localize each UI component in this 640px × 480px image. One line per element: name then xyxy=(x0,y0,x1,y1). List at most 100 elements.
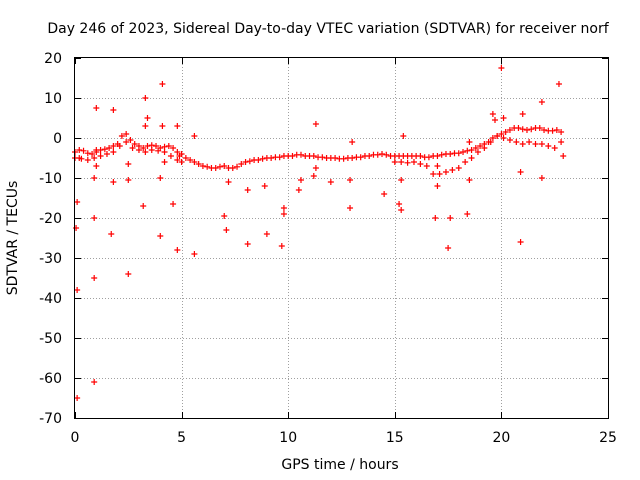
data-point xyxy=(468,155,475,161)
data-point xyxy=(349,155,356,161)
data-point xyxy=(234,163,241,170)
data-point xyxy=(506,127,513,133)
data-point xyxy=(84,150,91,157)
data-point xyxy=(523,127,530,133)
data-point xyxy=(515,125,522,131)
data-point xyxy=(125,271,132,277)
data-point xyxy=(500,135,507,141)
data-point xyxy=(297,151,304,158)
data-point xyxy=(148,147,155,153)
data-point xyxy=(327,179,334,185)
data-point xyxy=(560,153,567,159)
data-point xyxy=(487,139,494,145)
data-point xyxy=(97,153,104,159)
data-point xyxy=(310,153,317,159)
data-point xyxy=(538,175,545,181)
data-point xyxy=(558,139,565,145)
data-point xyxy=(91,275,98,281)
data-point xyxy=(442,169,449,175)
data-point xyxy=(481,145,488,151)
data-point xyxy=(528,126,535,133)
data-point xyxy=(246,158,253,165)
data-point xyxy=(244,187,251,193)
data-point xyxy=(110,143,117,149)
data-point xyxy=(400,133,407,139)
data-point xyxy=(506,137,513,143)
data-point xyxy=(379,151,386,157)
data-point xyxy=(225,179,232,185)
data-point xyxy=(396,201,403,207)
x-axis-label: GPS time / hours xyxy=(281,457,398,473)
data-point xyxy=(502,129,509,135)
data-point xyxy=(74,287,81,293)
data-point xyxy=(347,205,354,211)
series-main-band xyxy=(72,125,565,171)
x-tick-label: 20 xyxy=(492,430,510,446)
data-points xyxy=(72,65,567,401)
data-point xyxy=(91,155,98,161)
data-point xyxy=(434,153,441,159)
data-point xyxy=(468,147,475,153)
y-tick-label: -60 xyxy=(39,371,62,387)
data-point xyxy=(204,163,211,170)
data-point xyxy=(357,154,364,161)
data-point xyxy=(101,146,108,153)
data-point xyxy=(436,171,443,177)
data-point xyxy=(174,247,181,253)
data-point xyxy=(93,163,100,169)
data-point xyxy=(157,233,164,239)
data-point xyxy=(438,151,445,158)
data-point xyxy=(494,133,501,139)
data-point xyxy=(519,141,526,147)
data-point xyxy=(170,201,177,207)
data-point xyxy=(161,159,168,165)
data-point xyxy=(110,107,117,113)
data-point xyxy=(519,126,526,133)
data-point xyxy=(347,177,354,183)
data-point xyxy=(229,165,236,171)
y-tick-label: -20 xyxy=(39,211,62,227)
data-point xyxy=(383,151,390,158)
data-point xyxy=(91,215,98,221)
data-point xyxy=(398,159,405,165)
x-tick-label: 25 xyxy=(599,430,617,446)
data-point xyxy=(161,143,168,150)
data-point xyxy=(381,191,388,197)
data-point xyxy=(74,199,81,205)
data-point xyxy=(91,379,98,385)
data-point xyxy=(538,99,545,105)
data-point xyxy=(135,147,142,153)
data-point xyxy=(498,65,505,71)
x-tick-label: 5 xyxy=(177,430,186,446)
data-point xyxy=(216,163,223,170)
data-point xyxy=(125,177,132,183)
data-point xyxy=(280,205,287,211)
data-point xyxy=(549,127,556,134)
data-point xyxy=(449,167,456,173)
data-point xyxy=(477,143,484,149)
data-point xyxy=(297,177,304,183)
data-point xyxy=(489,111,496,117)
data-point xyxy=(93,147,100,153)
data-point xyxy=(144,115,151,121)
data-point xyxy=(161,149,168,155)
tick-labels: 0 5 10 15 20 25 -70 -60 -50 -40 -30 -20 -10 0 10 20 xyxy=(39,51,617,446)
data-point xyxy=(532,141,539,147)
x-tick-label: 0 xyxy=(71,430,80,446)
data-point xyxy=(498,131,505,137)
data-point xyxy=(106,145,113,151)
data-point xyxy=(474,149,481,155)
data-point xyxy=(140,203,147,209)
data-point xyxy=(492,117,499,123)
data-point xyxy=(460,149,467,155)
data-point xyxy=(73,225,80,231)
data-point xyxy=(238,161,245,167)
data-point xyxy=(340,155,347,162)
data-point xyxy=(178,159,185,165)
data-point xyxy=(125,161,132,167)
data-point xyxy=(500,115,507,121)
data-point xyxy=(110,149,117,155)
data-point xyxy=(261,183,268,189)
data-point xyxy=(159,81,166,87)
x-tick-label: 15 xyxy=(386,430,404,446)
